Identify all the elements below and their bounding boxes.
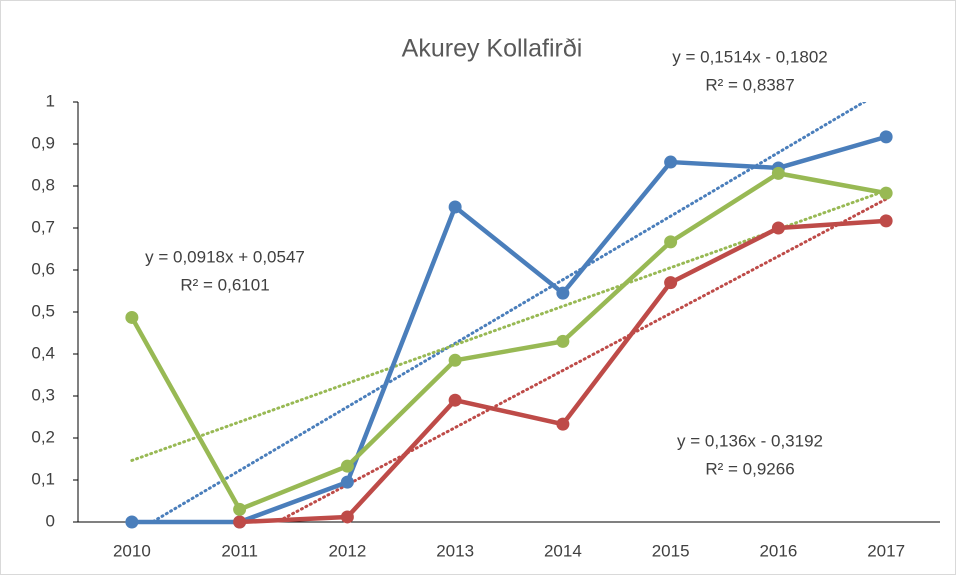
point (664, 155, 678, 169)
series-line (129, 171, 887, 512)
point (771, 221, 785, 235)
y-tick-label: 0,4 (31, 343, 55, 362)
y-tick-label: 0,8 (31, 175, 55, 194)
point (879, 186, 893, 200)
x-tick-label: 2014 (544, 541, 582, 560)
point (879, 214, 893, 228)
y-tick-label: 1 (46, 91, 55, 110)
y-tick-label: 0,6 (31, 259, 55, 278)
y-tick-label: 0,1 (31, 469, 55, 488)
trend-r2: R² = 0,9266 (705, 459, 794, 478)
y-tick-label: 0,7 (31, 217, 55, 236)
x-tick-label: 2010 (113, 541, 151, 560)
y-tick-label: 0,3 (31, 385, 55, 404)
x-tick-label: 2016 (759, 541, 797, 560)
point (771, 166, 785, 180)
chart-title: Akurey Kollafirði (402, 35, 583, 63)
trend-equation: y = 0,0918x + 0,0547 (145, 247, 305, 266)
point (664, 276, 678, 290)
point (340, 475, 354, 489)
x-tick-label: 2013 (436, 541, 474, 560)
trend-r2: R² = 0,6101 (180, 275, 269, 294)
trend-r2: R² = 0,8387 (705, 75, 794, 94)
trendline (130, 189, 888, 462)
point (879, 130, 893, 144)
point (340, 459, 354, 473)
point (448, 200, 462, 214)
y-tick-label: 0,2 (31, 427, 55, 446)
point (233, 502, 247, 516)
series-line (131, 134, 887, 525)
y-tick-label: 0,5 (31, 301, 55, 320)
point (340, 510, 354, 524)
trend-equation: y = 0,1514x - 0,1802 (672, 47, 827, 66)
x-tick-label: 2017 (867, 541, 905, 560)
y-tick-label: 0 (46, 511, 55, 530)
point (125, 515, 139, 529)
y-tick-label: 0,9 (31, 133, 55, 152)
x-tick-label: 2011 (221, 541, 258, 560)
trendline (149, 102, 868, 522)
point (556, 334, 570, 348)
point (448, 393, 462, 407)
point (448, 353, 462, 367)
point (556, 417, 570, 431)
point (556, 286, 570, 300)
trend-equation: y = 0,136x - 0,3192 (677, 431, 823, 450)
x-tick-label: 2015 (652, 541, 690, 560)
x-tick-label: 2012 (328, 541, 366, 560)
point (664, 235, 678, 249)
point (233, 515, 247, 529)
point (125, 310, 139, 324)
